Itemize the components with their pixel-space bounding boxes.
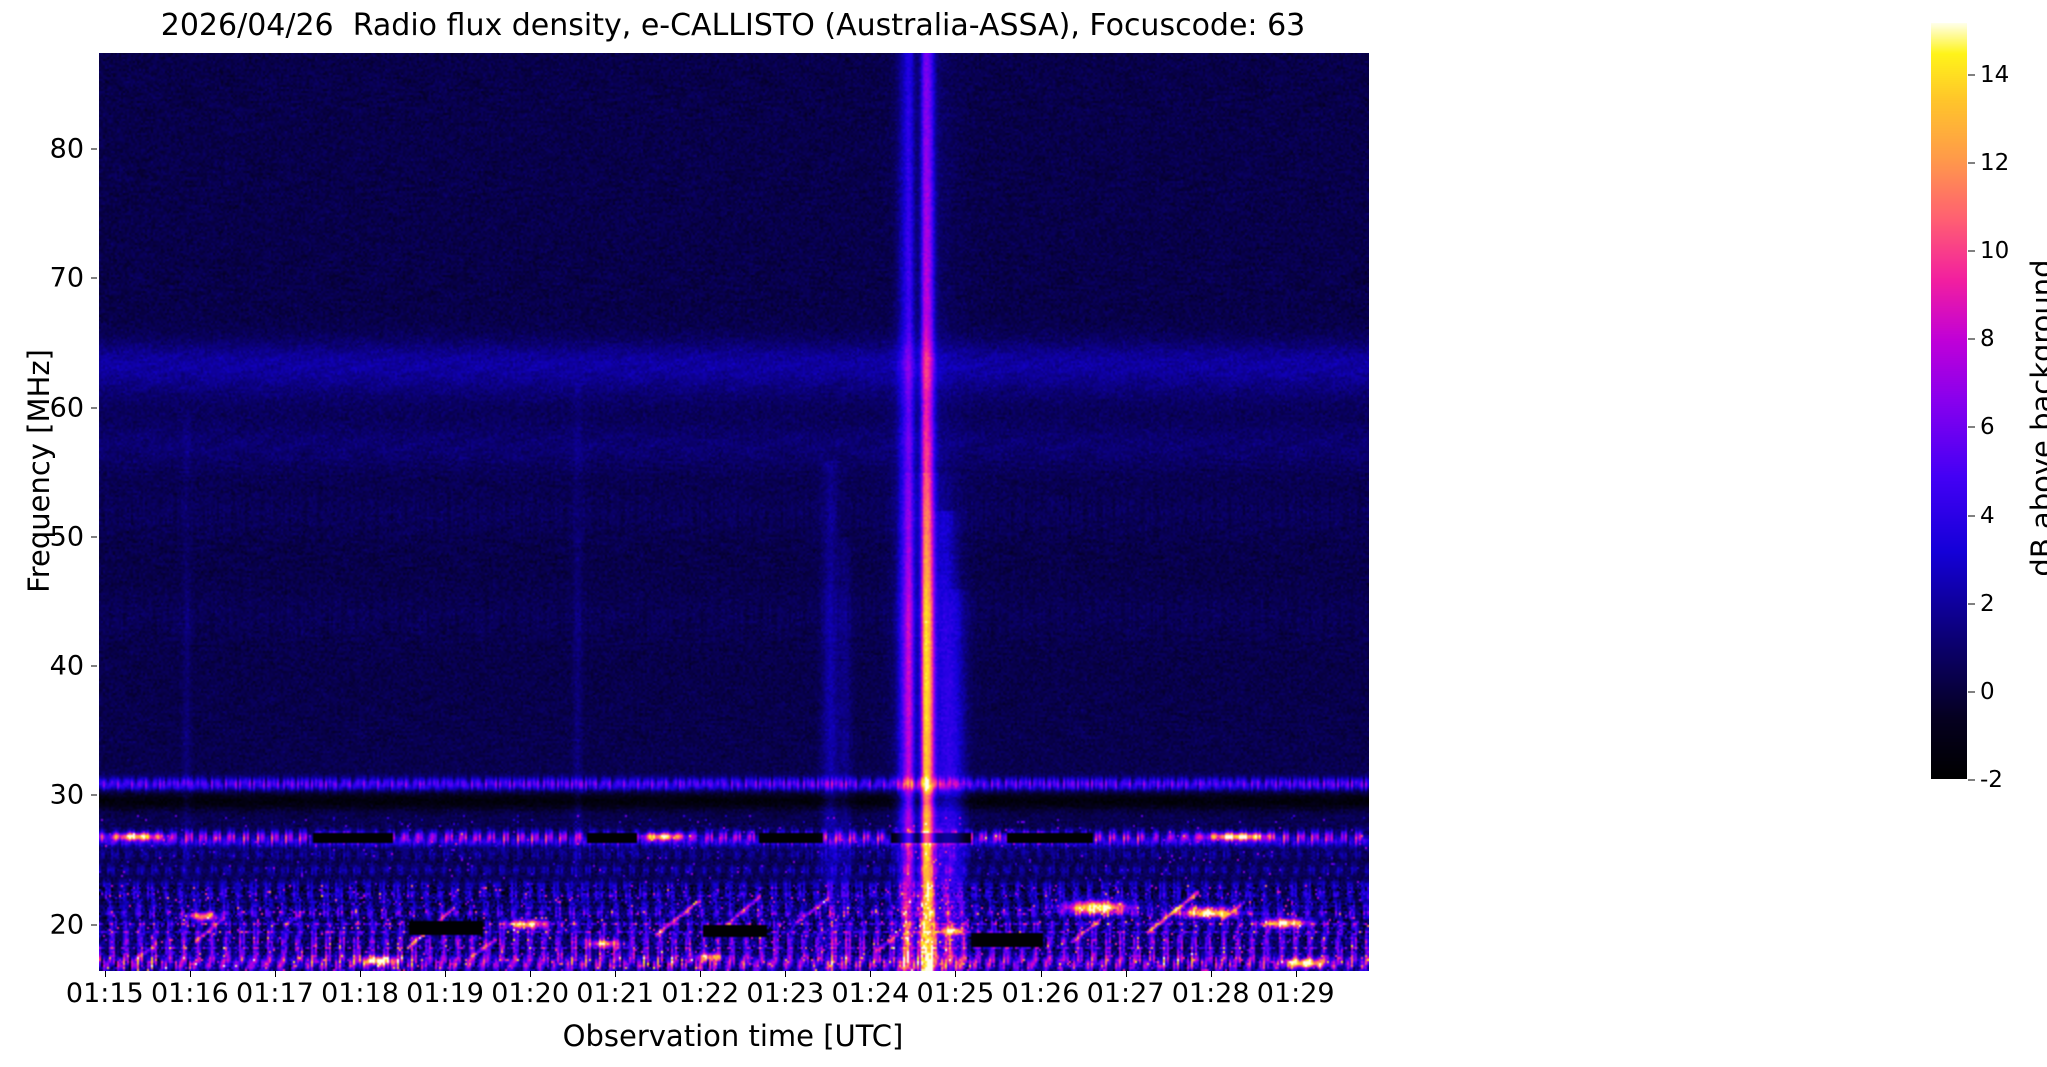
x-axis-tick-mark: [530, 971, 532, 977]
x-axis-tick-mark: [1040, 971, 1042, 977]
colorbar-tick-mark: [1968, 515, 1975, 517]
colorbar-tick-label: -2: [1980, 767, 2003, 793]
y-axis-tick-label: 60: [49, 392, 84, 424]
x-axis-tick-mark: [1210, 971, 1212, 977]
x-axis-tick-mark: [274, 971, 276, 977]
x-axis-tick-mark: [700, 971, 702, 977]
x-axis-tick-label: 01:21: [576, 978, 655, 1009]
y-axis-tick-mark: [91, 924, 97, 926]
x-axis-tick-label: 01:24: [831, 978, 910, 1009]
colorbar-tick-mark: [1968, 250, 1975, 252]
y-axis-label: Frequency [MHz]: [22, 349, 56, 593]
x-axis-tick-label: 01:25: [916, 978, 995, 1009]
spectrogram-axes: [98, 52, 1370, 972]
colorbar-tick-label: 2: [1980, 590, 1995, 617]
x-axis-tick-mark: [785, 971, 787, 977]
x-axis-tick-label: 01:29: [1256, 978, 1335, 1009]
colorbar-tick-label: 10: [1980, 238, 2010, 265]
colorbar-tick-label: 8: [1980, 326, 1995, 353]
x-axis-tick-mark: [615, 971, 617, 977]
colorbar-tick-label: 6: [1980, 414, 1995, 441]
y-axis-tick-label: 40: [49, 650, 84, 682]
x-axis-tick-label: 01:15: [65, 978, 144, 1009]
colorbar-tick-label: 12: [1980, 150, 2010, 177]
colorbar-tick-label: 4: [1980, 502, 1995, 529]
colorbar-gradient: [1930, 22, 1968, 780]
x-axis-tick-label: 01:28: [1171, 978, 1250, 1009]
colorbar-tick-mark: [1968, 779, 1975, 781]
x-axis-tick-mark: [955, 971, 957, 977]
x-axis-tick-label: 01:16: [150, 978, 229, 1009]
y-axis-tick-label: 50: [49, 521, 84, 553]
y-axis-tick-mark: [91, 665, 97, 667]
x-axis-tick-label: 01:18: [321, 978, 399, 1009]
y-axis-tick-mark: [91, 536, 97, 538]
x-axis-tick-label: 01:22: [661, 978, 740, 1009]
y-axis-tick-mark: [91, 407, 97, 409]
y-axis-tick-mark: [91, 794, 97, 796]
spectrogram-image: [99, 53, 1369, 971]
x-axis-tick-mark: [1125, 971, 1127, 977]
colorbar-tick-label: 0: [1980, 678, 1995, 705]
colorbar-tick-mark: [1968, 162, 1975, 164]
x-axis-tick-mark: [870, 971, 872, 977]
x-axis-tick-label: 01:23: [746, 978, 825, 1009]
x-axis-tick-label: 01:27: [1086, 978, 1165, 1009]
x-axis-tick-mark: [1295, 971, 1297, 977]
x-axis-label: Observation time [UTC]: [562, 1019, 904, 1053]
colorbar-tick-mark: [1968, 426, 1975, 428]
page-title: 2026/04/26 Radio flux density, e-CALLIST…: [160, 8, 1306, 43]
colorbar-tick-mark: [1968, 338, 1975, 340]
colorbar-tick-label: 14: [1980, 61, 2010, 88]
y-axis-tick-mark: [91, 148, 97, 150]
colorbar-tick-mark: [1968, 74, 1975, 76]
y-axis-tick-label: 70: [49, 262, 84, 294]
colorbar-label: dB above background: [2025, 259, 2047, 577]
x-axis-tick-mark: [445, 971, 447, 977]
x-axis-tick-label: 01:19: [406, 978, 484, 1009]
x-axis-tick-label: 01:26: [1001, 978, 1080, 1009]
y-axis-tick-label: 80: [49, 133, 84, 165]
colorbar-tick-mark: [1968, 603, 1975, 605]
x-axis-tick-mark: [104, 971, 106, 977]
y-axis-tick-label: 20: [49, 909, 84, 941]
y-axis-tick-mark: [91, 277, 97, 279]
colorbar: [1930, 22, 1968, 780]
y-axis-tick-label: 30: [49, 779, 84, 811]
x-axis-tick-mark: [189, 971, 191, 977]
colorbar-tick-mark: [1968, 691, 1975, 693]
x-axis-tick-mark: [359, 971, 361, 977]
x-axis-tick-label: 01:20: [491, 978, 570, 1009]
x-axis-tick-label: 01:17: [236, 978, 314, 1009]
